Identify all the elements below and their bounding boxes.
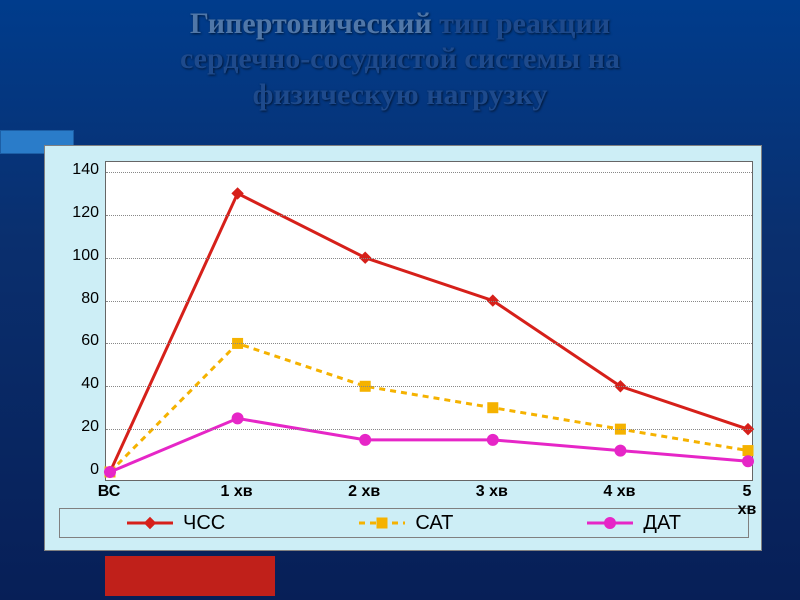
legend-swatch bbox=[127, 516, 173, 530]
legend-swatch bbox=[359, 516, 405, 530]
x-tick-label: 2 хв bbox=[348, 483, 380, 501]
x-tick-label: ВС bbox=[98, 483, 121, 501]
title-line-2: сердечно-сосудистой системы на bbox=[180, 42, 620, 75]
y-tick-label: 100 bbox=[51, 247, 99, 265]
legend-label: САТ bbox=[415, 512, 453, 535]
title-line-3: физическую нагрузку bbox=[253, 78, 548, 111]
y-tick-label: 40 bbox=[51, 375, 99, 393]
legend-label: ЧСС bbox=[183, 512, 225, 535]
x-tick-label: 1 хв bbox=[221, 483, 253, 501]
grid-line bbox=[106, 172, 752, 173]
slide-title: Гипертонический тип реакции сердечно-сос… bbox=[0, 6, 800, 112]
slide: Гипертонический тип реакции сердечно-сос… bbox=[0, 0, 800, 600]
y-tick-label: 0 bbox=[51, 461, 99, 479]
chart-svg bbox=[106, 162, 752, 480]
legend-item: ДАТ bbox=[587, 512, 681, 535]
grid-line bbox=[106, 343, 752, 344]
y-tick-label: 20 bbox=[51, 418, 99, 436]
x-tick-label: 3 хв bbox=[476, 483, 508, 501]
grid-line bbox=[106, 215, 752, 216]
y-tick-label: 60 bbox=[51, 332, 99, 350]
y-tick-label: 80 bbox=[51, 290, 99, 308]
title-rest-1: тип реакции bbox=[432, 7, 610, 40]
y-tick-label: 120 bbox=[51, 204, 99, 222]
legend: ЧСС САТ ДАТ bbox=[59, 508, 749, 538]
x-tick-label: 5 хв bbox=[738, 483, 757, 519]
legend-label: ДАТ bbox=[643, 512, 681, 535]
plot-area bbox=[105, 161, 753, 481]
x-tick-label: 4 хв bbox=[603, 483, 635, 501]
chart-panel: % ЧСССАТДАТ 020406080100120140ВС1 хв2 хв… bbox=[44, 145, 762, 551]
grid-line bbox=[106, 386, 752, 387]
y-tick-label: 140 bbox=[51, 161, 99, 179]
grid-line bbox=[106, 429, 752, 430]
legend-item: ЧСС bbox=[127, 512, 225, 535]
legend-item: САТ bbox=[359, 512, 453, 535]
legend-swatch bbox=[587, 516, 633, 530]
decorative-red-block bbox=[105, 556, 275, 596]
grid-line bbox=[106, 258, 752, 259]
title-word-1: Гипертонический bbox=[190, 7, 432, 40]
grid-line bbox=[106, 301, 752, 302]
